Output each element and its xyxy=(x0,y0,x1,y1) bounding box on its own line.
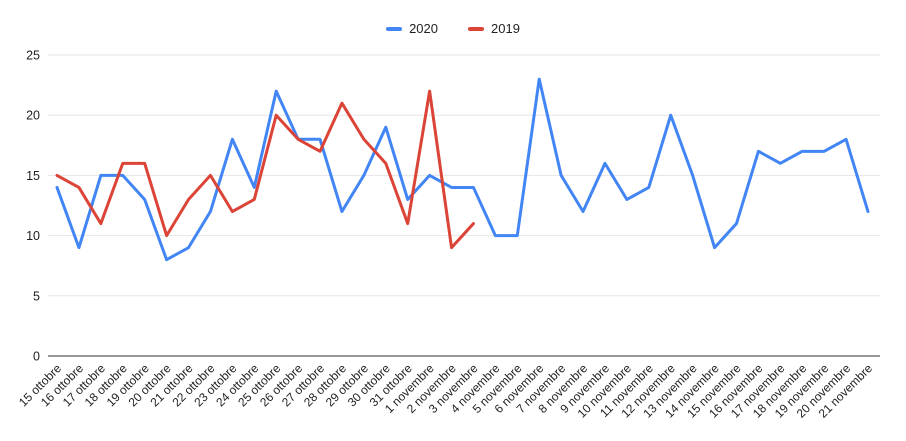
y-tick-label: 0 xyxy=(33,350,40,364)
legend-item-2019[interactable]: 2019 xyxy=(468,22,520,35)
gridlines xyxy=(48,54,880,357)
series-2020-line xyxy=(55,77,870,262)
chart-legend: 2020 2019 xyxy=(0,22,906,35)
legend-swatch-2020-icon xyxy=(386,26,403,31)
legend-label-2020: 2020 xyxy=(409,21,438,36)
legend-label-2019: 2019 xyxy=(491,21,520,36)
legend-swatch-2019-icon xyxy=(468,26,484,31)
legend-item-2020[interactable]: 2020 xyxy=(386,22,438,35)
y-axis-labels: 0 5 10 15 20 25 xyxy=(26,49,40,364)
y-tick-label: 20 xyxy=(26,109,40,123)
y-tick-label: 5 xyxy=(33,289,40,303)
y-tick-label: 15 xyxy=(26,169,40,183)
y-tick-label: 10 xyxy=(26,229,40,243)
series-2019-line xyxy=(55,89,475,250)
y-tick-label: 25 xyxy=(26,49,40,63)
